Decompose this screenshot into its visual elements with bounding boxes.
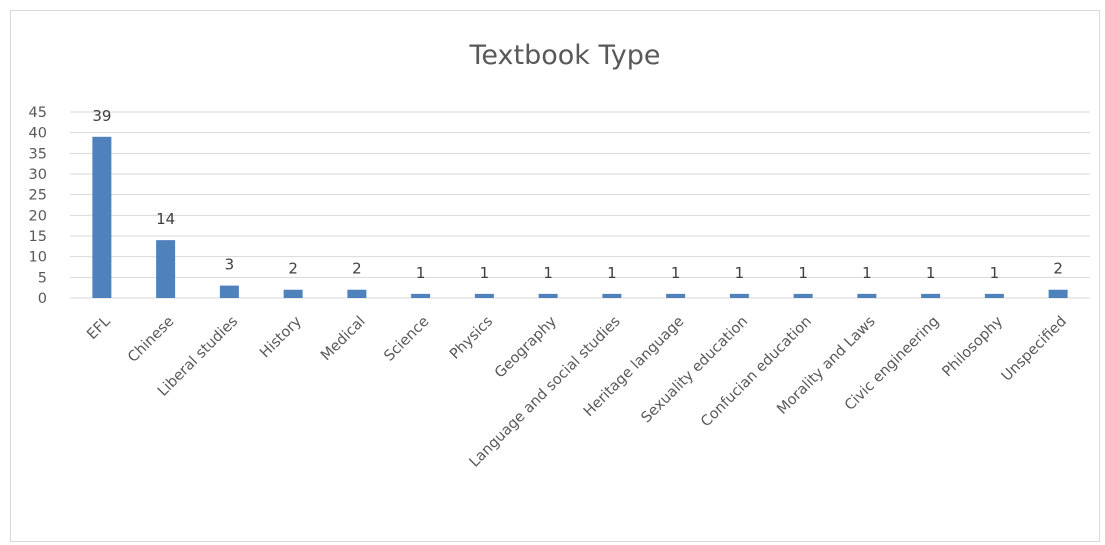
bar-history [283,289,303,298]
x-tick-label-physics: Physics [447,314,496,363]
data-label-morality-and-laws: 1 [862,264,872,282]
y-axis-ticks: 0 5 10 15 20 25 30 35 40 45 [29,105,47,307]
x-tick-label-chinese: Chinese [125,313,177,365]
y-tick-label-15: 15 [29,229,47,245]
x-tick-label-medical: Medical [318,314,369,365]
data-label-medical: 2 [352,260,362,278]
y-tick-label-10: 10 [29,250,47,266]
bar-science [411,293,431,298]
x-tick-label-sexuality-education: Sexuality education [638,314,751,427]
bar-efl [92,136,112,298]
bar-unspecified [1048,289,1068,298]
bar-philosophy [984,293,1004,298]
x-tick-label-unspecified: Unspecified [999,314,1070,385]
data-label-science: 1 [416,264,426,282]
y-tick-label-40: 40 [29,126,47,142]
chart-title: Textbook Type [468,40,660,71]
data-label-efl: 39 [92,107,111,125]
x-tick-label-science: Science [381,313,432,364]
chart-frame [10,10,1100,542]
y-tick-label-20: 20 [29,208,47,224]
data-label-confucian-education: 1 [798,264,808,282]
y-tick-label-5: 5 [38,270,47,286]
data-labels: 39 14 3 2 2 1 1 1 1 1 1 1 1 1 1 2 [92,107,1063,282]
y-tick-label-25: 25 [29,188,47,204]
data-label-language-and-social-studies: 1 [607,264,617,282]
x-tick-label-confucian-education: Confucian education [698,314,815,431]
bar-confucian-education [793,293,813,298]
bar-civic-engineering [921,293,941,298]
bar-geography [538,293,558,298]
data-label-heritage-language: 1 [671,264,681,282]
bar-language-and-social-studies [602,293,622,298]
x-tick-label-philosophy: Philosophy [940,313,1007,380]
gridlines [70,111,1090,299]
bar-liberal-studies [219,285,239,298]
data-label-geography: 1 [543,264,553,282]
y-tick-label-45: 45 [29,105,47,121]
data-label-sexuality-education: 1 [735,264,745,282]
data-label-philosophy: 1 [990,264,1000,282]
y-tick-label-35: 35 [29,146,47,162]
x-tick-label-history: History [257,313,305,361]
data-label-history: 2 [288,260,298,278]
y-tick-label-30: 30 [29,167,47,183]
x-tick-label-efl: EFL [84,314,113,343]
bar-heritage-language [666,293,686,298]
data-label-civic-engineering: 1 [926,264,936,282]
y-tick-label-0: 0 [38,291,47,307]
bar-chinese [156,240,176,298]
bar-sexuality-education [729,293,749,298]
bar-physics [474,293,494,298]
data-label-unspecified: 2 [1053,260,1063,278]
data-label-physics: 1 [480,264,490,282]
bar-morality-and-laws [857,293,877,298]
bar-medical [347,289,367,298]
data-label-chinese: 14 [156,210,175,228]
data-label-liberal-studies: 3 [225,256,235,274]
bars [92,136,1068,298]
x-tick-label-geography: Geography [492,313,560,381]
